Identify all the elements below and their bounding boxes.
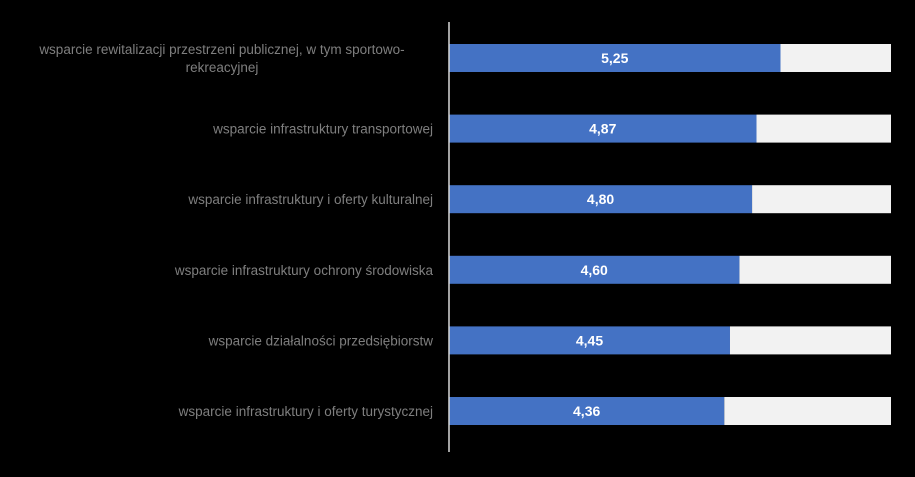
bar-remainder <box>756 114 891 143</box>
bar-value <box>449 397 725 425</box>
category-label: wsparcie infrastruktury ochrony środowis… <box>174 263 434 278</box>
bar-remainder <box>724 397 891 425</box>
category-label: wsparcie infrastruktury i oferty turysty… <box>178 404 433 419</box>
bar-remainder <box>739 255 891 284</box>
category-label: wsparcie działalności przedsiębiorstw <box>208 333 434 348</box>
data-label: 4,45 <box>576 332 603 348</box>
data-label: 4,36 <box>573 403 600 419</box>
bar-value <box>449 114 757 143</box>
bar-value <box>449 44 781 72</box>
data-label: 5,25 <box>601 50 628 66</box>
category-label: wsparcie rewitalizacji przestrzeni publi… <box>38 42 404 75</box>
bar-remainder <box>729 326 891 355</box>
bar-value <box>449 255 740 284</box>
data-label: 4,60 <box>581 262 608 278</box>
bar-value <box>449 326 730 355</box>
data-label: 4,87 <box>589 121 616 137</box>
data-label: 4,80 <box>587 191 614 207</box>
category-labels: wsparcie rewitalizacji przestrzeni publi… <box>38 42 433 419</box>
bars-layer: 5,25 4,87 4,80 4,60 4,45 4,36 <box>449 44 891 425</box>
bar-remainder <box>780 44 891 72</box>
bar-remainder <box>752 185 891 214</box>
category-label: wsparcie infrastruktury i oferty kultura… <box>187 192 433 207</box>
bar-value <box>449 185 753 214</box>
category-label: wsparcie infrastruktury transportowej <box>212 122 433 137</box>
